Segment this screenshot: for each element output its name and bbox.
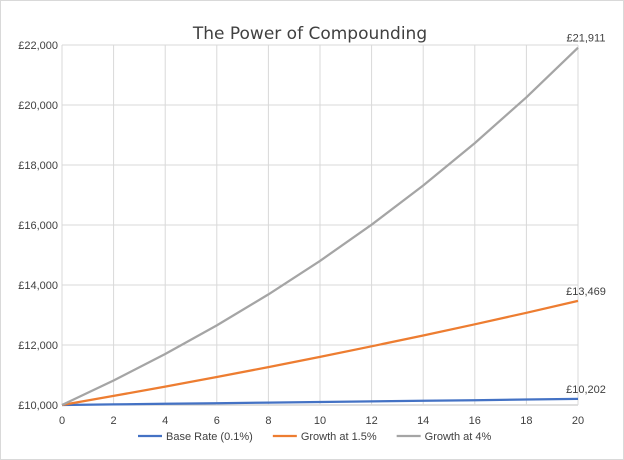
x-tick-label: 4 <box>162 415 168 427</box>
x-tick-label: 14 <box>417 415 429 427</box>
y-tick-label: £12,000 <box>18 340 58 352</box>
data-label: £21,911 <box>567 33 606 45</box>
x-tick-label: 8 <box>265 415 271 427</box>
legend-label: Growth at 1.5% <box>301 431 377 443</box>
y-axis-ticks: £10,000 £12,000 £14,000 £16,000 £18,000 £20,0… <box>18 40 58 412</box>
data-label: £10,202 <box>566 384 606 396</box>
y-tick-label: £10,000 <box>18 400 58 412</box>
series-lines <box>61 46 579 407</box>
x-tick-label: 12 <box>365 415 377 427</box>
x-tick-label: 6 <box>214 415 220 427</box>
series-line <box>61 397 579 407</box>
x-tick-label: 10 <box>314 415 326 427</box>
series-line <box>61 299 579 407</box>
legend-label: Base Rate (0.1%) <box>166 431 253 443</box>
legend: Base Rate (0.1%) Growth at 1.5% Growth at … <box>138 431 492 443</box>
x-tick-label: 18 <box>520 415 532 427</box>
y-tick-label: £18,000 <box>18 160 58 172</box>
series-line <box>61 46 579 407</box>
data-label: £13,469 <box>566 286 606 298</box>
legend-label: Growth at 4% <box>425 431 492 443</box>
x-axis-ticks: 0 2 4 6 8 10 12 14 16 18 20 <box>59 415 584 427</box>
y-tick-label: £16,000 <box>18 220 58 232</box>
y-tick-label: £20,000 <box>18 100 58 112</box>
x-tick-label: 0 <box>59 415 65 427</box>
x-tick-label: 16 <box>469 415 481 427</box>
gridlines <box>61 44 579 406</box>
data-labels: £10,202 £13,469 £21,911 <box>566 33 606 396</box>
chart-title: The Power of Compounding <box>192 24 427 44</box>
x-tick-label: 2 <box>111 415 117 427</box>
y-tick-label: £22,000 <box>18 40 58 52</box>
x-tick-label: 20 <box>572 415 584 427</box>
y-tick-label: £14,000 <box>18 280 58 292</box>
